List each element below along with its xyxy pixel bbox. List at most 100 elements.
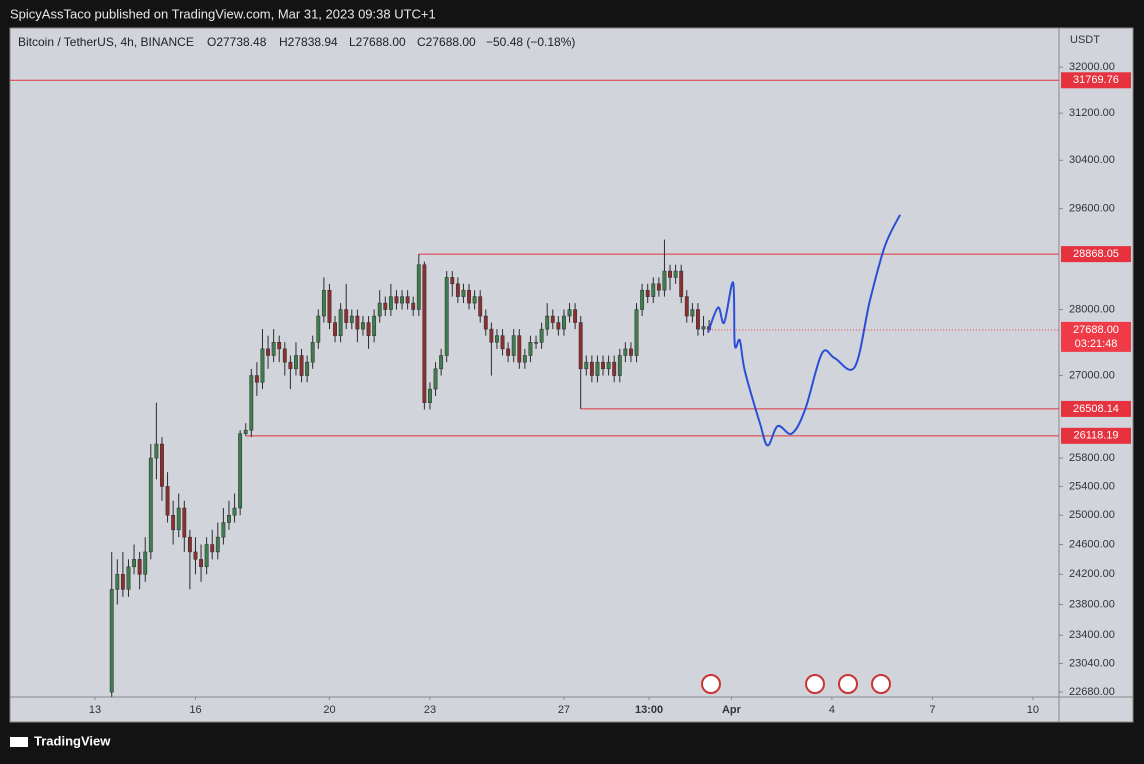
- candle-body: [238, 433, 243, 509]
- candle-body: [668, 270, 672, 278]
- candle-body: [433, 368, 438, 390]
- change: −50.48 (−0.18%): [486, 35, 575, 49]
- candle-body: [517, 335, 522, 363]
- candle-body: [550, 315, 555, 323]
- candle-body: [651, 283, 656, 297]
- candle-body: [305, 361, 310, 376]
- open: O27738.48: [207, 35, 267, 49]
- candle-body: [243, 429, 248, 434]
- candle-body: [249, 375, 254, 431]
- candle-body: [428, 388, 432, 403]
- candle-body: [589, 361, 594, 376]
- candle-body: [478, 296, 483, 317]
- candle-body: [679, 270, 684, 297]
- candle-body: [193, 551, 198, 560]
- candle-body: [483, 315, 488, 330]
- candle-body: [640, 289, 645, 310]
- candle-body: [584, 361, 589, 370]
- logo-mark: [10, 737, 28, 747]
- candle-body: [383, 302, 388, 310]
- y-tick-label: 31200.00: [1069, 107, 1115, 119]
- candle-body: [405, 296, 410, 304]
- y-tick-label: 24200.00: [1069, 568, 1115, 580]
- price-tag: [1061, 72, 1131, 89]
- candle-body: [545, 315, 550, 330]
- candle-body: [696, 309, 700, 330]
- low: L27688.00: [349, 35, 406, 49]
- y-tick-label: 29600.00: [1069, 203, 1115, 215]
- event-icon[interactable]: [805, 674, 825, 694]
- event-icon[interactable]: [871, 674, 891, 694]
- candle-body: [629, 348, 633, 356]
- candle-body: [467, 289, 471, 304]
- y-tick-label: 23400.00: [1069, 629, 1115, 641]
- x-tick-label: 20: [323, 704, 335, 716]
- price-tag-label: 26508.14: [1073, 403, 1119, 415]
- countdown: 03:21:48: [1075, 338, 1118, 350]
- event-icon[interactable]: [838, 674, 858, 694]
- candle-body: [327, 289, 332, 323]
- last-price-label: 27688.00: [1073, 324, 1119, 336]
- y-tick-label: 27000.00: [1069, 369, 1115, 381]
- y-unit: USDT: [1070, 34, 1100, 46]
- candle-body: [372, 315, 377, 336]
- candle-body: [528, 342, 533, 356]
- candle-body: [662, 270, 667, 291]
- candle-body: [148, 457, 153, 553]
- candle-body: [601, 361, 605, 370]
- logo: [10, 737, 28, 747]
- candle-body: [656, 283, 661, 291]
- candle-body: [506, 348, 511, 356]
- candle-body: [377, 302, 382, 317]
- candle-body: [109, 589, 114, 693]
- candle-body: [160, 443, 164, 487]
- candle-body: [187, 536, 192, 553]
- candle-body: [595, 361, 600, 376]
- close: C27688.00: [417, 35, 476, 49]
- candle-body: [573, 309, 578, 323]
- symbol: Bitcoin / TetherUS, 4h, BINANCE: [18, 35, 194, 49]
- candle-body: [338, 309, 343, 336]
- candle-body: [143, 551, 148, 575]
- candle-body: [210, 544, 215, 553]
- candle-body: [165, 486, 170, 516]
- candle-body: [349, 315, 354, 323]
- candle-body: [495, 335, 499, 343]
- x-tick-label: 27: [558, 704, 570, 716]
- candle-body: [634, 309, 639, 356]
- candle-body: [299, 355, 304, 376]
- candle-body: [282, 348, 287, 363]
- plot-area: [10, 79, 1059, 697]
- candle-body: [567, 309, 572, 317]
- candle-body: [316, 315, 321, 343]
- x-tick-label: 13: [89, 704, 101, 716]
- candle-body: [416, 264, 421, 310]
- candle-body: [227, 515, 231, 523]
- candle-body: [137, 559, 142, 575]
- candle-body: [606, 361, 611, 370]
- x-tick-label: 10: [1027, 704, 1039, 716]
- candle-body: [120, 574, 125, 590]
- last-price-tag: [1061, 321, 1131, 352]
- y-tick-label: 23040.00: [1069, 657, 1115, 669]
- candle-body: [645, 289, 650, 297]
- price-tag: [1061, 246, 1131, 263]
- candle-body: [271, 342, 276, 356]
- candle-body: [439, 355, 444, 370]
- candle-body: [511, 335, 516, 356]
- candle-body: [522, 355, 527, 363]
- y-tick-label: 25800.00: [1069, 452, 1115, 464]
- x-tick-label: 16: [189, 704, 201, 716]
- candle-body: [154, 443, 159, 459]
- publisher-line: SpicyAssTaco published on TradingView.co…: [10, 6, 436, 21]
- candle-body: [321, 289, 326, 317]
- y-tick-label: 24600.00: [1069, 538, 1115, 550]
- candle-body: [394, 296, 399, 304]
- candle-body: [562, 315, 566, 330]
- candle-body: [277, 342, 282, 350]
- y-tick-label: 25400.00: [1069, 480, 1115, 492]
- event-icon[interactable]: [701, 674, 721, 694]
- candle-body: [690, 309, 695, 317]
- x-tick-label: 4: [829, 704, 835, 716]
